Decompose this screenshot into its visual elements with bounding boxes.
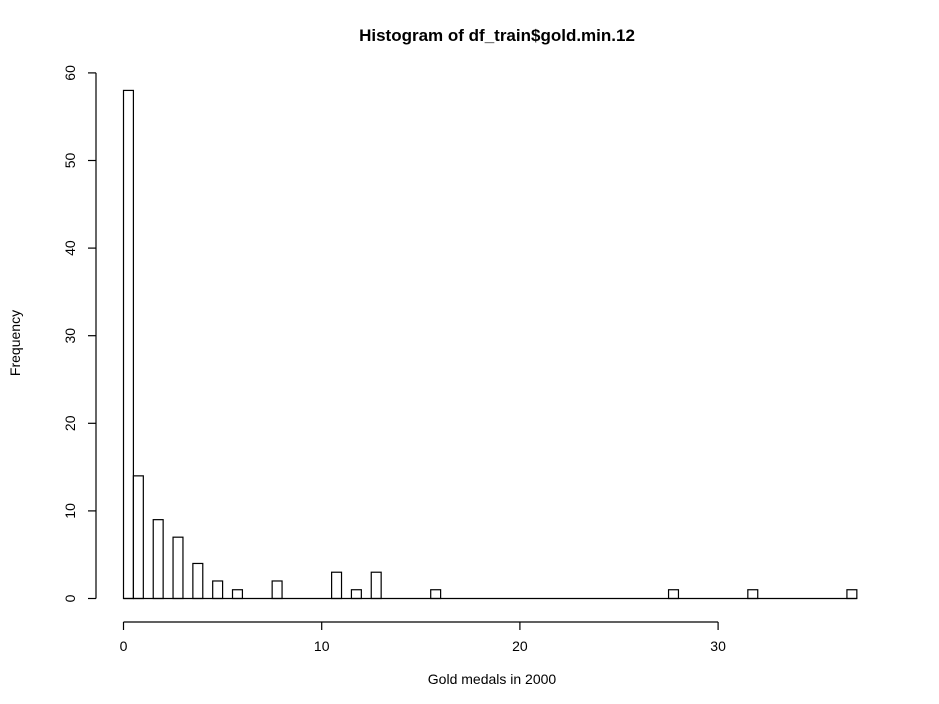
x-axis: 0 10 20 30 [120,621,726,654]
x-tick-label: 10 [314,638,330,654]
histogram-bar-5 [212,580,224,600]
histogram-bar-11 [430,589,442,600]
x-tick-label: 0 [120,638,128,654]
x-axis-label: Gold medals in 2000 [428,671,557,687]
y-tick-label: 10 [62,503,78,519]
y-axis-label: Frequency [7,310,23,376]
histogram-bar-12 [667,589,680,600]
y-tick-label: 40 [62,240,78,256]
x-tick-label: 20 [512,638,528,654]
histogram-bar-8 [331,571,343,600]
histogram-bar-14 [846,589,858,600]
histogram-bar-3 [172,536,184,600]
y-tick-label: 30 [62,328,78,344]
y-tick-label: 60 [62,65,78,81]
y-axis: 0 10 20 30 40 50 60 [62,65,97,602]
y-tick-label: 0 [62,594,78,602]
histogram-bar-4 [192,562,204,600]
histogram-bar-2 [152,519,164,600]
histogram-bar-1 [132,475,144,600]
histogram-bar-6 [231,589,244,600]
x-tick-label: 30 [710,638,726,654]
histogram-bar-7 [271,580,283,600]
histogram-bar-0 [122,89,135,600]
y-tick-label: 50 [62,153,78,169]
histogram-bar-10 [370,571,382,600]
histogram-bar-13 [747,589,759,600]
chart-title: Histogram of df_train$gold.min.12 [359,26,635,45]
y-tick-label: 20 [62,415,78,431]
histogram-bar-9 [350,589,362,600]
bars-group [122,89,858,600]
